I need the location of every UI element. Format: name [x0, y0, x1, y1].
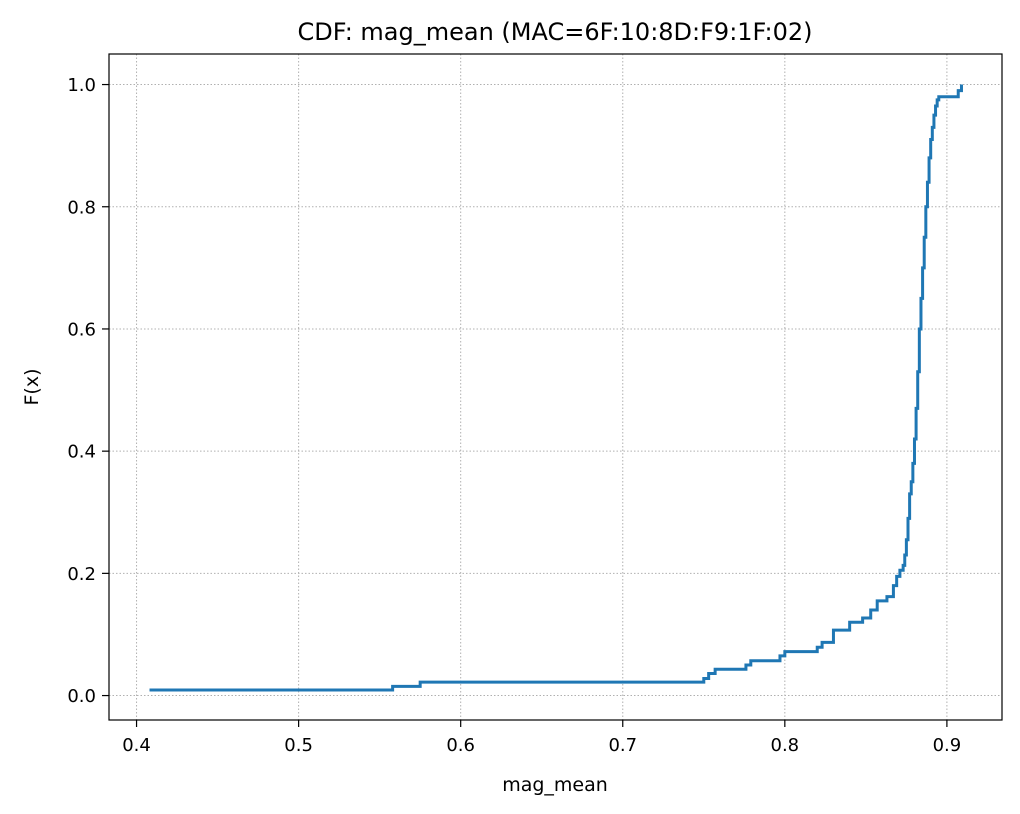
y-axis-label: F(x): [21, 369, 43, 406]
x-tick-label: 0.9: [933, 735, 962, 756]
x-tick-label: 0.4: [122, 735, 151, 756]
y-tick-label: 0.6: [67, 319, 96, 340]
y-tick-label: 0.0: [67, 686, 96, 707]
series-line: [149, 84, 963, 692]
y-tick-label: 1.0: [67, 75, 96, 96]
chart-title: CDF: mag_mean (MAC=6F:10:8D:F9:1F:02): [298, 18, 813, 46]
grid: [109, 54, 1002, 720]
y-tick-label: 0.4: [67, 442, 96, 463]
x-tick-label: 0.8: [771, 735, 800, 756]
x-axis-label: mag_mean: [502, 774, 608, 796]
x-tick-label: 0.6: [446, 735, 475, 756]
plot-frame: [108, 53, 1003, 721]
ticks: 0.4 0.5 0.6 0.7 0.8 0.9 0.0 0.2 0.4 0.6 0.8 1.0: [67, 75, 961, 756]
x-tick-label: 0.5: [284, 735, 313, 756]
x-tick-label: 0.7: [608, 735, 637, 756]
y-tick-label: 0.2: [67, 564, 96, 585]
y-tick-label: 0.8: [67, 197, 96, 218]
